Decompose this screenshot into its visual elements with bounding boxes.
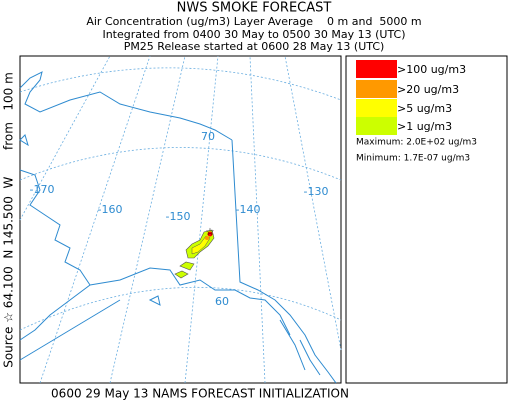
subtitle: Integrated from 0400 30 May to 0500 30 M… — [102, 28, 405, 41]
subtitle: PM25 Release started at 0600 28 May 13 (… — [124, 40, 385, 53]
grid-label: -140 — [236, 203, 261, 216]
coast — [19, 299, 121, 361]
graticule — [19, 55, 342, 384]
coast — [279, 319, 321, 376]
source-marker: ☆ — [206, 227, 215, 238]
coast — [19, 169, 91, 341]
grid-line — [19, 55, 111, 221]
plume-contour — [174, 270, 189, 279]
legend-label: >20 ug/m3 — [397, 83, 459, 96]
legend-maximum: Maximum: 2.0E+02 ug/m3 — [356, 138, 477, 148]
plume-core — [207, 231, 213, 237]
legend-minimum: Minimum: 1.7E-07 ug/m3 — [356, 154, 470, 164]
subtitle: Air Concentration (ug/m3) Layer Average … — [86, 15, 421, 28]
grid-labels: -170 -160 -150 -140 -130 70 60 — [30, 130, 329, 308]
grid-label: -130 — [304, 185, 329, 198]
footer: 0600 29 May 13 NAMS FORECAST INITIALIZAT… — [51, 387, 349, 401]
grid-line — [284, 55, 342, 351]
title: NWS SMOKE FORECAST — [177, 1, 332, 16]
smoke-plume — [174, 229, 215, 279]
grid-label: 70 — [201, 130, 215, 143]
coast — [89, 267, 291, 336]
grid-line — [249, 55, 266, 384]
legend: >100 ug/m3 >20 ug/m3 >5 ug/m3 >1 ug/m3 Maxi… — [345, 55, 508, 384]
grid-line — [19, 147, 342, 181]
legend-swatch — [356, 60, 397, 78]
coastline — [19, 71, 337, 384]
island — [19, 134, 161, 306]
grid-label: 60 — [215, 295, 229, 308]
grid-label: -150 — [166, 210, 191, 223]
legend-label: >5 ug/m3 — [397, 102, 452, 115]
plume-core — [205, 236, 209, 240]
source-label: Source ☆ 64.100 N 145.500 W from 100 m — [2, 72, 16, 368]
grid-line — [184, 55, 219, 384]
legend-label: >100 ug/m3 — [397, 63, 466, 76]
map-frame — [19, 55, 342, 384]
legend-items: >100 ug/m3 >20 ug/m3 >5 ug/m3 >1 ug/m3 — [356, 60, 466, 135]
grid-label: -170 — [30, 183, 55, 196]
coast — [19, 71, 233, 141]
grid-line — [19, 286, 342, 331]
plume-contour — [179, 261, 195, 271]
grid-line — [39, 55, 151, 384]
border — [231, 139, 337, 384]
legend-swatch — [356, 99, 397, 117]
grid-label: -160 — [98, 203, 123, 216]
map: ☆ -170 -160 -150 -140 -130 70 60 — [19, 55, 342, 384]
legend-swatch — [356, 80, 397, 98]
legend-label: >1 ug/m3 — [397, 120, 452, 133]
legend-swatch — [356, 117, 397, 135]
